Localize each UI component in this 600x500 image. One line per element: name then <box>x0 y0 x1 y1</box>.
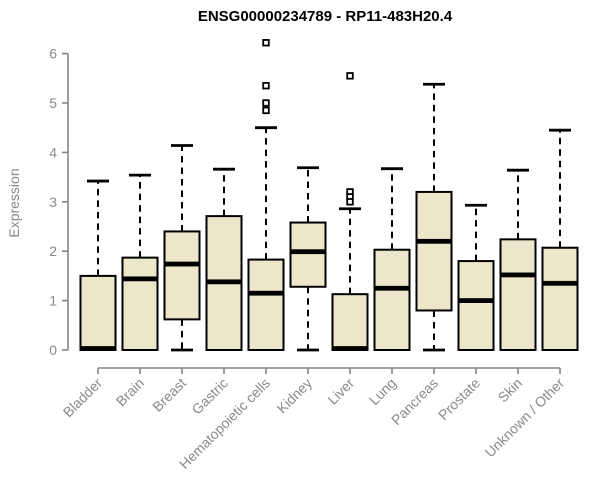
y-tick-label: 6 <box>49 46 57 62</box>
outlier-point <box>262 106 270 115</box>
y-tick-label: 2 <box>49 243 57 259</box>
median-line <box>80 346 116 351</box>
boxplot-brain <box>121 173 159 352</box>
x-tick-label: Pancreas <box>388 375 441 428</box>
x-tick-label: Skin <box>495 375 526 406</box>
x-tick-label: Breast <box>149 375 189 415</box>
median-line <box>416 238 452 244</box>
iqr-box <box>121 256 159 352</box>
median-line <box>458 298 494 303</box>
boxplot-lung <box>373 167 411 351</box>
iqr-box <box>373 248 411 351</box>
outlier-point <box>346 72 354 80</box>
x-tick-label: Bladder <box>60 375 106 421</box>
iqr-box <box>163 230 201 321</box>
median-line <box>290 249 326 255</box>
outlier-point <box>262 99 270 107</box>
y-tick-label: 5 <box>49 95 57 111</box>
outlier-point <box>262 82 270 90</box>
y-tick-label: 1 <box>49 293 57 309</box>
iqr-box <box>79 274 117 351</box>
iqr-box <box>541 246 579 352</box>
outlier-point <box>346 198 354 206</box>
boxplot-gastric <box>205 167 243 351</box>
median-line <box>206 279 242 285</box>
median-line <box>164 261 200 267</box>
boxplot-pancreas <box>415 82 453 352</box>
boxplot-bladder <box>79 179 117 351</box>
boxplot-kidney <box>289 166 327 352</box>
x-tick-label: Prostate <box>435 375 483 423</box>
chart-title: ENSG00000234789 - RP11-483H20.4 <box>197 8 453 25</box>
median-line <box>122 276 158 282</box>
boxplot-unknown-other <box>541 128 579 352</box>
boxplot-skin <box>499 168 537 351</box>
boxplot-liver <box>331 72 369 352</box>
iqr-box <box>457 260 495 351</box>
y-tick-label: 3 <box>49 194 57 210</box>
x-tick-label: Liver <box>324 375 357 408</box>
median-line <box>500 272 536 278</box>
x-tick-label: Brain <box>113 375 147 409</box>
x-tick-label: Unknown / Other <box>482 375 568 461</box>
iqr-box <box>331 293 369 352</box>
outlier-point <box>262 39 270 47</box>
boxplot-prostate <box>457 203 495 351</box>
boxplot-hematopoietic-cells <box>247 39 285 351</box>
median-line <box>374 285 410 291</box>
median-line <box>332 346 368 351</box>
boxplot-breast <box>163 144 201 352</box>
x-tick-label: Kidney <box>274 375 316 417</box>
iqr-box <box>415 190 453 312</box>
y-tick-label: 0 <box>49 342 57 358</box>
median-line <box>248 290 284 296</box>
iqr-box <box>289 221 327 288</box>
iqr-box <box>247 258 285 351</box>
x-tick-label: Lung <box>366 375 399 408</box>
median-line <box>542 280 578 286</box>
iqr-box <box>499 238 537 351</box>
y-tick-label: 4 <box>49 144 57 160</box>
